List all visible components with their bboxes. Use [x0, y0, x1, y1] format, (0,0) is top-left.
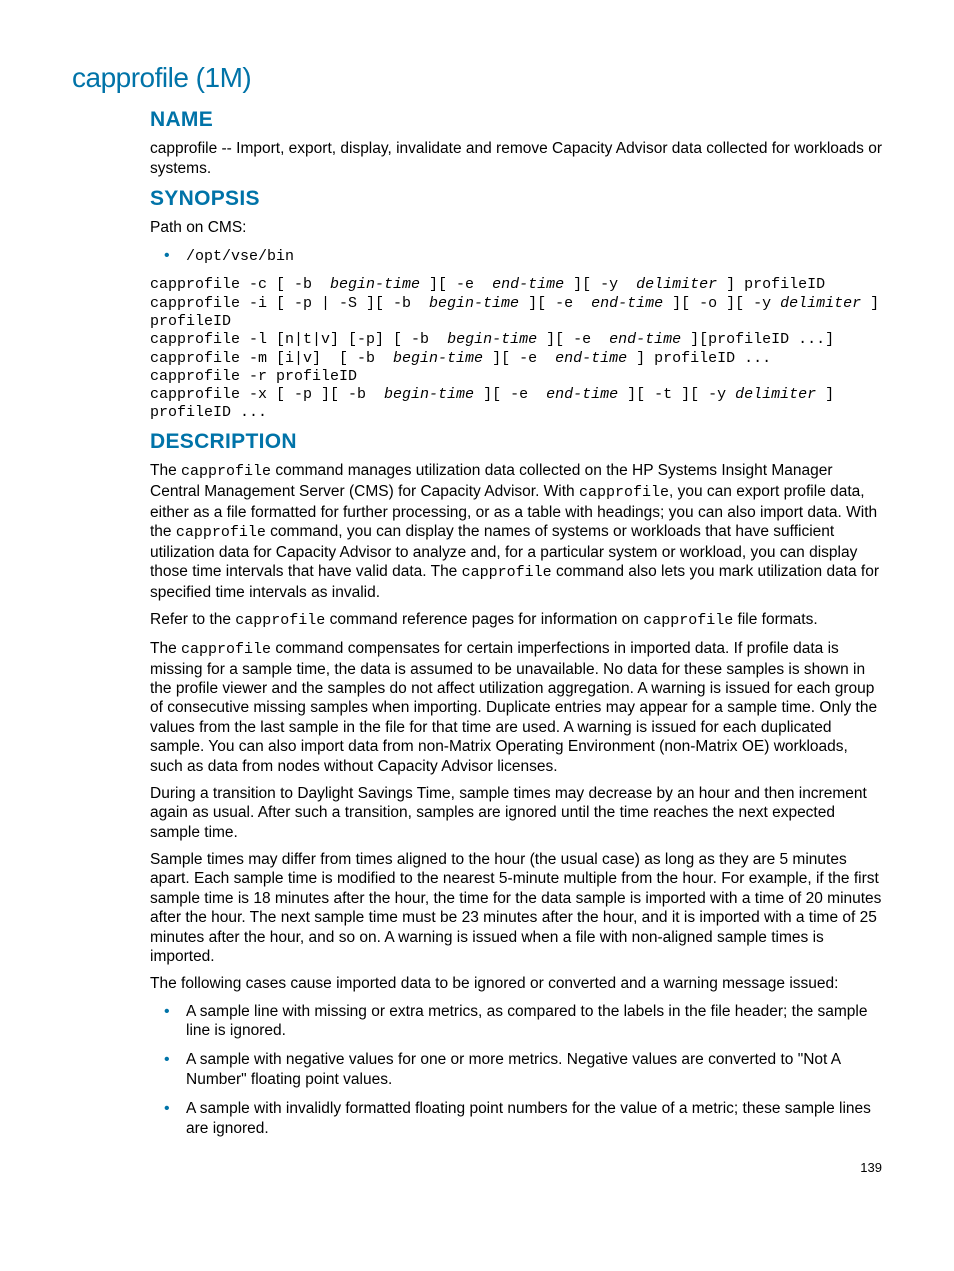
desc-bullet-item: A sample line with missing or extra metr…	[186, 1002, 882, 1041]
synopsis-heading: SYNOPSIS	[150, 186, 882, 212]
desc-bullet-item: A sample with invalidly formatted floati…	[186, 1099, 882, 1138]
page-number: 139	[72, 1160, 882, 1176]
desc-para-2: Refer to the capprofile command referenc…	[150, 610, 882, 631]
name-heading: NAME	[150, 107, 882, 133]
desc-bullet-list: A sample line with missing or extra metr…	[150, 1002, 882, 1138]
synopsis-path-list: /opt/vse/bin	[150, 246, 882, 267]
synopsis-code: capprofile -c [ -b begin-time ][ -e end-…	[150, 276, 882, 422]
desc-bullet-item: A sample with negative values for one or…	[186, 1050, 882, 1089]
name-text: capprofile -- Import, export, display, i…	[150, 139, 882, 178]
description-heading: DESCRIPTION	[150, 429, 882, 455]
desc-para-4: During a transition to Daylight Savings …	[150, 784, 882, 842]
page-title: capprofile (1M)	[72, 60, 882, 95]
desc-para-3: The capprofile command compensates for c…	[150, 639, 882, 776]
desc-para-6: The following cases cause imported data …	[150, 974, 882, 993]
desc-para-1: The capprofile command manages utilizati…	[150, 461, 882, 602]
desc-para-5: Sample times may differ from times align…	[150, 850, 882, 966]
synopsis-path: /opt/vse/bin	[186, 248, 294, 265]
synopsis-path-label: Path on CMS:	[150, 218, 882, 237]
